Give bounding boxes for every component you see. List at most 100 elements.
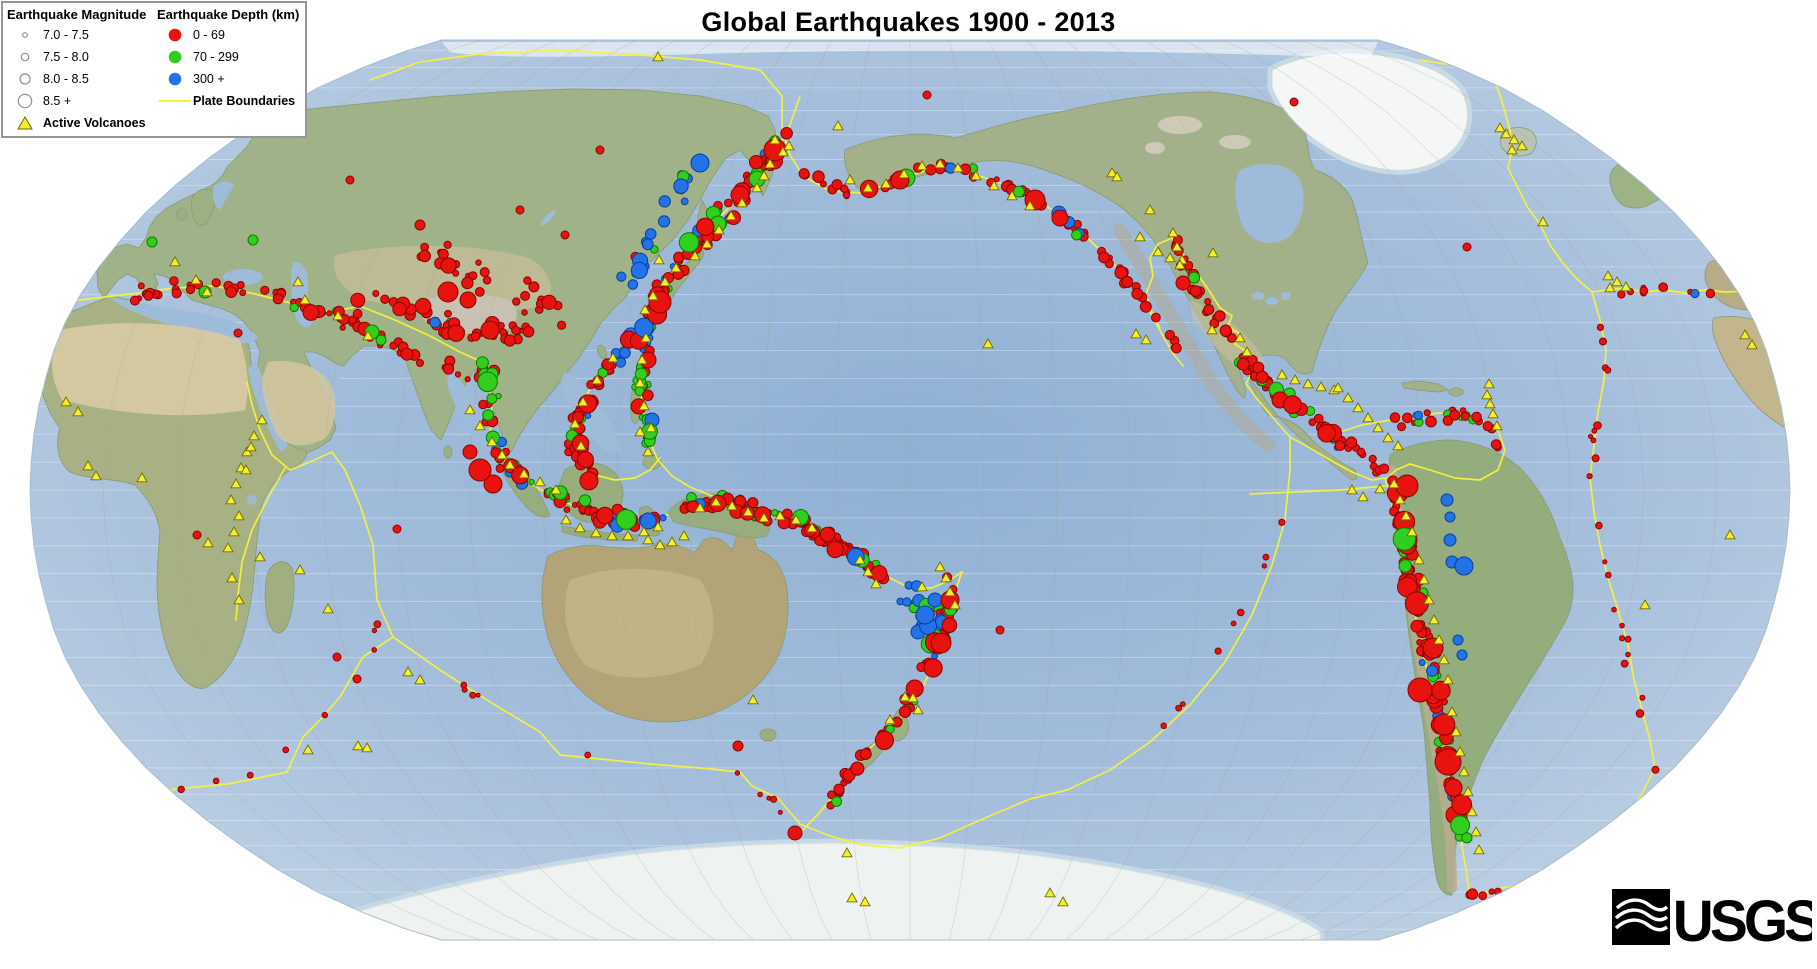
- volcano-triangle: [1423, 594, 1435, 605]
- volcano-triangle: [1342, 392, 1354, 403]
- earthquake-dot: [185, 284, 196, 295]
- earthquake-dot: [833, 783, 845, 795]
- earthquake-dot: [522, 325, 535, 338]
- earthquake-dot: [482, 275, 492, 285]
- earthquake-dot: [1466, 888, 1479, 900]
- volcano-triangle: [713, 224, 725, 235]
- earthquake-dot: [1098, 251, 1110, 264]
- volcano-triangle: [774, 510, 786, 521]
- legend-row-depth-shallow: 0 - 69: [157, 24, 301, 46]
- earthquake-dot: [418, 249, 431, 263]
- volcano-triangle: [226, 572, 238, 583]
- earthquake-dot: [630, 261, 649, 279]
- earthquake-dot: [1345, 436, 1358, 449]
- volcano-triangle: [474, 420, 486, 431]
- volcano-triangle: [240, 464, 252, 475]
- volcano-triangle: [1620, 281, 1632, 292]
- earthquake-dot: [400, 347, 414, 361]
- plate-boundary-line: [1066, 237, 1291, 791]
- earthquake-dot: [1434, 748, 1462, 776]
- volcano-triangle: [652, 51, 664, 62]
- earthquake-dot: [850, 761, 865, 776]
- volcano-triangle: [1458, 766, 1470, 777]
- volcano-triangle: [1494, 122, 1506, 133]
- plate-boundary-line: [1591, 287, 1790, 294]
- earthquake-dot: [1368, 454, 1377, 463]
- earthquake-dot: [462, 444, 478, 460]
- earthquake-dot: [326, 310, 333, 317]
- earthquake-dot: [477, 371, 498, 393]
- earthquake-dot: [1214, 647, 1222, 655]
- earthquake-dot: [615, 357, 627, 368]
- volcano-triangle: [862, 566, 874, 577]
- earthquake-dot: [1160, 722, 1167, 730]
- deep-depth-dot-icon: [168, 72, 182, 86]
- earthquake-dot: [468, 458, 492, 482]
- volcano-triangle: [222, 542, 234, 553]
- volcano-triangle: [764, 158, 776, 169]
- earthquake-dot: [468, 271, 478, 281]
- earthquake-dot: [595, 145, 605, 155]
- volcano-triangle: [638, 526, 650, 537]
- earthquake-dot: [212, 777, 220, 785]
- plate-boundary-line: [369, 49, 783, 129]
- earthquake-dot: [486, 393, 498, 405]
- earthquake-dot: [1317, 424, 1336, 443]
- landmass-sri-lanka: [443, 445, 453, 459]
- earthquake-dot: [1461, 832, 1473, 844]
- magnitude-85-circle-icon: [17, 93, 33, 109]
- volcano-triangle: [299, 294, 311, 305]
- volcano-triangle: [1346, 484, 1358, 495]
- earthquake-dot: [634, 367, 648, 381]
- earthquake-dot: [129, 295, 140, 306]
- usgs-logo-mark: [1612, 889, 1670, 945]
- volcano-triangle: [518, 468, 530, 479]
- earthquake-dot: [192, 530, 202, 540]
- earthquake-dot: [870, 565, 888, 582]
- earthquake-dot: [1490, 439, 1502, 450]
- earthquake-dot: [302, 304, 320, 321]
- volcano-triangle: [944, 586, 956, 597]
- volcano-triangle: [1382, 432, 1394, 443]
- earthquake-dot: [1482, 421, 1493, 432]
- volcano-triangle: [1428, 614, 1440, 625]
- earthquake-dot: [839, 184, 849, 193]
- volcano-triangle: [622, 530, 634, 541]
- usgs-wave-icon: [1614, 908, 1669, 922]
- volcano-triangle: [642, 446, 654, 457]
- volcano-triangle: [898, 168, 910, 179]
- landmass-ireland: [176, 207, 188, 221]
- volcano-triangle: [1171, 241, 1183, 252]
- volcano-triangle: [666, 536, 678, 547]
- plate-boundary-line: [1319, 411, 1506, 481]
- volcano-triangle: [1024, 200, 1036, 211]
- earthquake-dot: [1619, 622, 1625, 629]
- earthquake-dot: [1425, 415, 1437, 428]
- magnitude-75-circle-icon: [20, 52, 30, 62]
- volcano-triangle: [322, 603, 334, 614]
- earthquake-dot: [1658, 282, 1668, 293]
- earthquake-dot: [1584, 887, 1593, 896]
- earthquake-dot: [503, 334, 516, 347]
- volcano-triangle: [362, 330, 374, 341]
- volcano-triangle: [1491, 420, 1503, 431]
- volcano-triangle: [1388, 478, 1400, 489]
- volcano-triangle: [534, 476, 546, 487]
- volcano-triangle: [1352, 402, 1364, 413]
- volcano-triangle: [496, 449, 508, 460]
- volcano-triangle: [916, 160, 928, 171]
- legend-row-magnitude-3: 8.0 - 8.5: [7, 68, 157, 90]
- earthquake-dot: [137, 282, 145, 290]
- volcano-triangle: [742, 506, 754, 517]
- landmass-greenland: [1271, 52, 1469, 171]
- earthquake-dot: [1189, 285, 1202, 298]
- earthquake-dot: [345, 175, 355, 185]
- volcano-triangle: [1537, 216, 1549, 227]
- volcano-triangle: [1302, 378, 1314, 389]
- volcano-triangle: [636, 354, 648, 365]
- earthquake-dot: [464, 376, 471, 383]
- earthquake-dot: [905, 679, 924, 698]
- earthquake-dot: [644, 228, 657, 240]
- volcano-triangle: [1450, 726, 1462, 737]
- volcano-triangle: [1406, 526, 1418, 537]
